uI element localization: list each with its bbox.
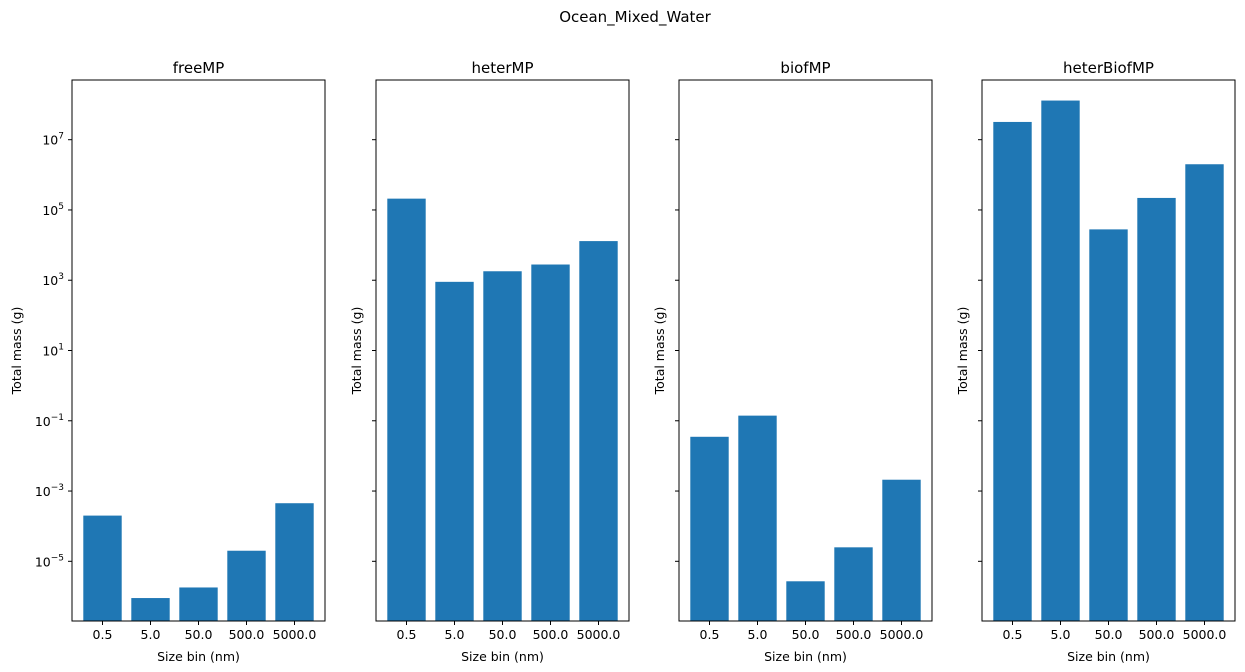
y-tick-label: 105 — [42, 202, 64, 218]
x-tick-label: 5000.0 — [577, 627, 621, 642]
panel-heterMP: 0.5 5.0 50.0 500.0 5000.0 heterMP Size bin (nm… — [349, 59, 630, 664]
bar-0.5 — [387, 198, 426, 621]
x-axis-label: Size bin (nm) — [764, 649, 847, 664]
bar-0.5 — [83, 515, 122, 621]
bar-50.0 — [786, 581, 825, 621]
y-tick-label: 10−1 — [35, 413, 64, 429]
bar-50.0 — [1089, 229, 1128, 621]
x-tick-label: 0.5 — [397, 627, 417, 642]
x-tick-label: 0.5 — [1003, 627, 1023, 642]
x-tick-label: 50.0 — [185, 627, 213, 642]
y-axis-label: Total mass (g) — [652, 307, 667, 396]
panel-biofMP: 0.5 5.0 50.0 500.0 5000.0 biofMP Size bin (nm)… — [652, 59, 933, 664]
x-tick-label: 50.0 — [489, 627, 517, 642]
bar-0.5 — [993, 121, 1032, 622]
panel-heterBiofMP: 0.5 5.0 50.0 500.0 5000.0 heterBiofMP Size bin… — [955, 59, 1236, 664]
x-tick-label: 0.5 — [700, 627, 720, 642]
x-tick-label: 5000.0 — [880, 627, 924, 642]
bar-5000.0 — [275, 503, 314, 621]
y-axis-label: Total mass (g) — [955, 307, 970, 396]
x-tick-label: 5000.0 — [273, 627, 317, 642]
bar-5.0 — [435, 281, 474, 621]
bar-500.0 — [227, 550, 266, 621]
bar-5000.0 — [882, 479, 921, 621]
y-axis-label: Total mass (g) — [349, 307, 364, 396]
y-axis-label: Total mass (g) — [9, 307, 24, 396]
x-axis-label: Size bin (nm) — [461, 649, 544, 664]
bar-5000.0 — [1185, 164, 1224, 621]
bar-50.0 — [179, 587, 218, 621]
x-tick-label: 500.0 — [533, 627, 569, 642]
panel-title: heterMP — [472, 59, 534, 77]
y-tick-label: 101 — [42, 343, 64, 359]
bar-0.5 — [690, 436, 729, 621]
x-tick-label: 50.0 — [1095, 627, 1123, 642]
y-tick-label: 10−3 — [35, 483, 64, 499]
panel-title: heterBiofMP — [1063, 59, 1154, 77]
x-tick-label: 5.0 — [1051, 627, 1071, 642]
panel-freeMP: 0.5 5.0 50.0 500.0 5000.0 10−5 10−3 10−1 101 103 1… — [9, 59, 326, 664]
panel-title: biofMP — [780, 59, 830, 77]
figure-suptitle: Ocean_Mixed_Water — [559, 8, 711, 27]
x-tick-label: 500.0 — [1139, 627, 1175, 642]
x-axis-label: Size bin (nm) — [1067, 649, 1150, 664]
x-tick-label: 500.0 — [229, 627, 265, 642]
bar-50.0 — [483, 271, 522, 621]
y-tick-label: 107 — [42, 132, 64, 148]
bar-5.0 — [1041, 100, 1080, 621]
x-tick-label: 5000.0 — [1183, 627, 1227, 642]
bar-500.0 — [531, 264, 570, 621]
bar-500.0 — [834, 547, 873, 621]
x-axis-label: Size bin (nm) — [157, 649, 240, 664]
x-tick-label: 5.0 — [445, 627, 465, 642]
y-tick-label: 103 — [42, 272, 64, 288]
bar-500.0 — [1137, 197, 1176, 621]
x-tick-label: 5.0 — [141, 627, 161, 642]
x-tick-label: 0.5 — [93, 627, 113, 642]
bar-5000.0 — [579, 241, 618, 621]
x-tick-label: 500.0 — [836, 627, 872, 642]
x-tick-label: 50.0 — [792, 627, 820, 642]
bar-5.0 — [131, 598, 170, 621]
y-tick-label: 10−5 — [35, 553, 64, 569]
bar-5.0 — [738, 415, 777, 621]
panel-title: freeMP — [173, 59, 225, 77]
x-tick-label: 5.0 — [748, 627, 768, 642]
